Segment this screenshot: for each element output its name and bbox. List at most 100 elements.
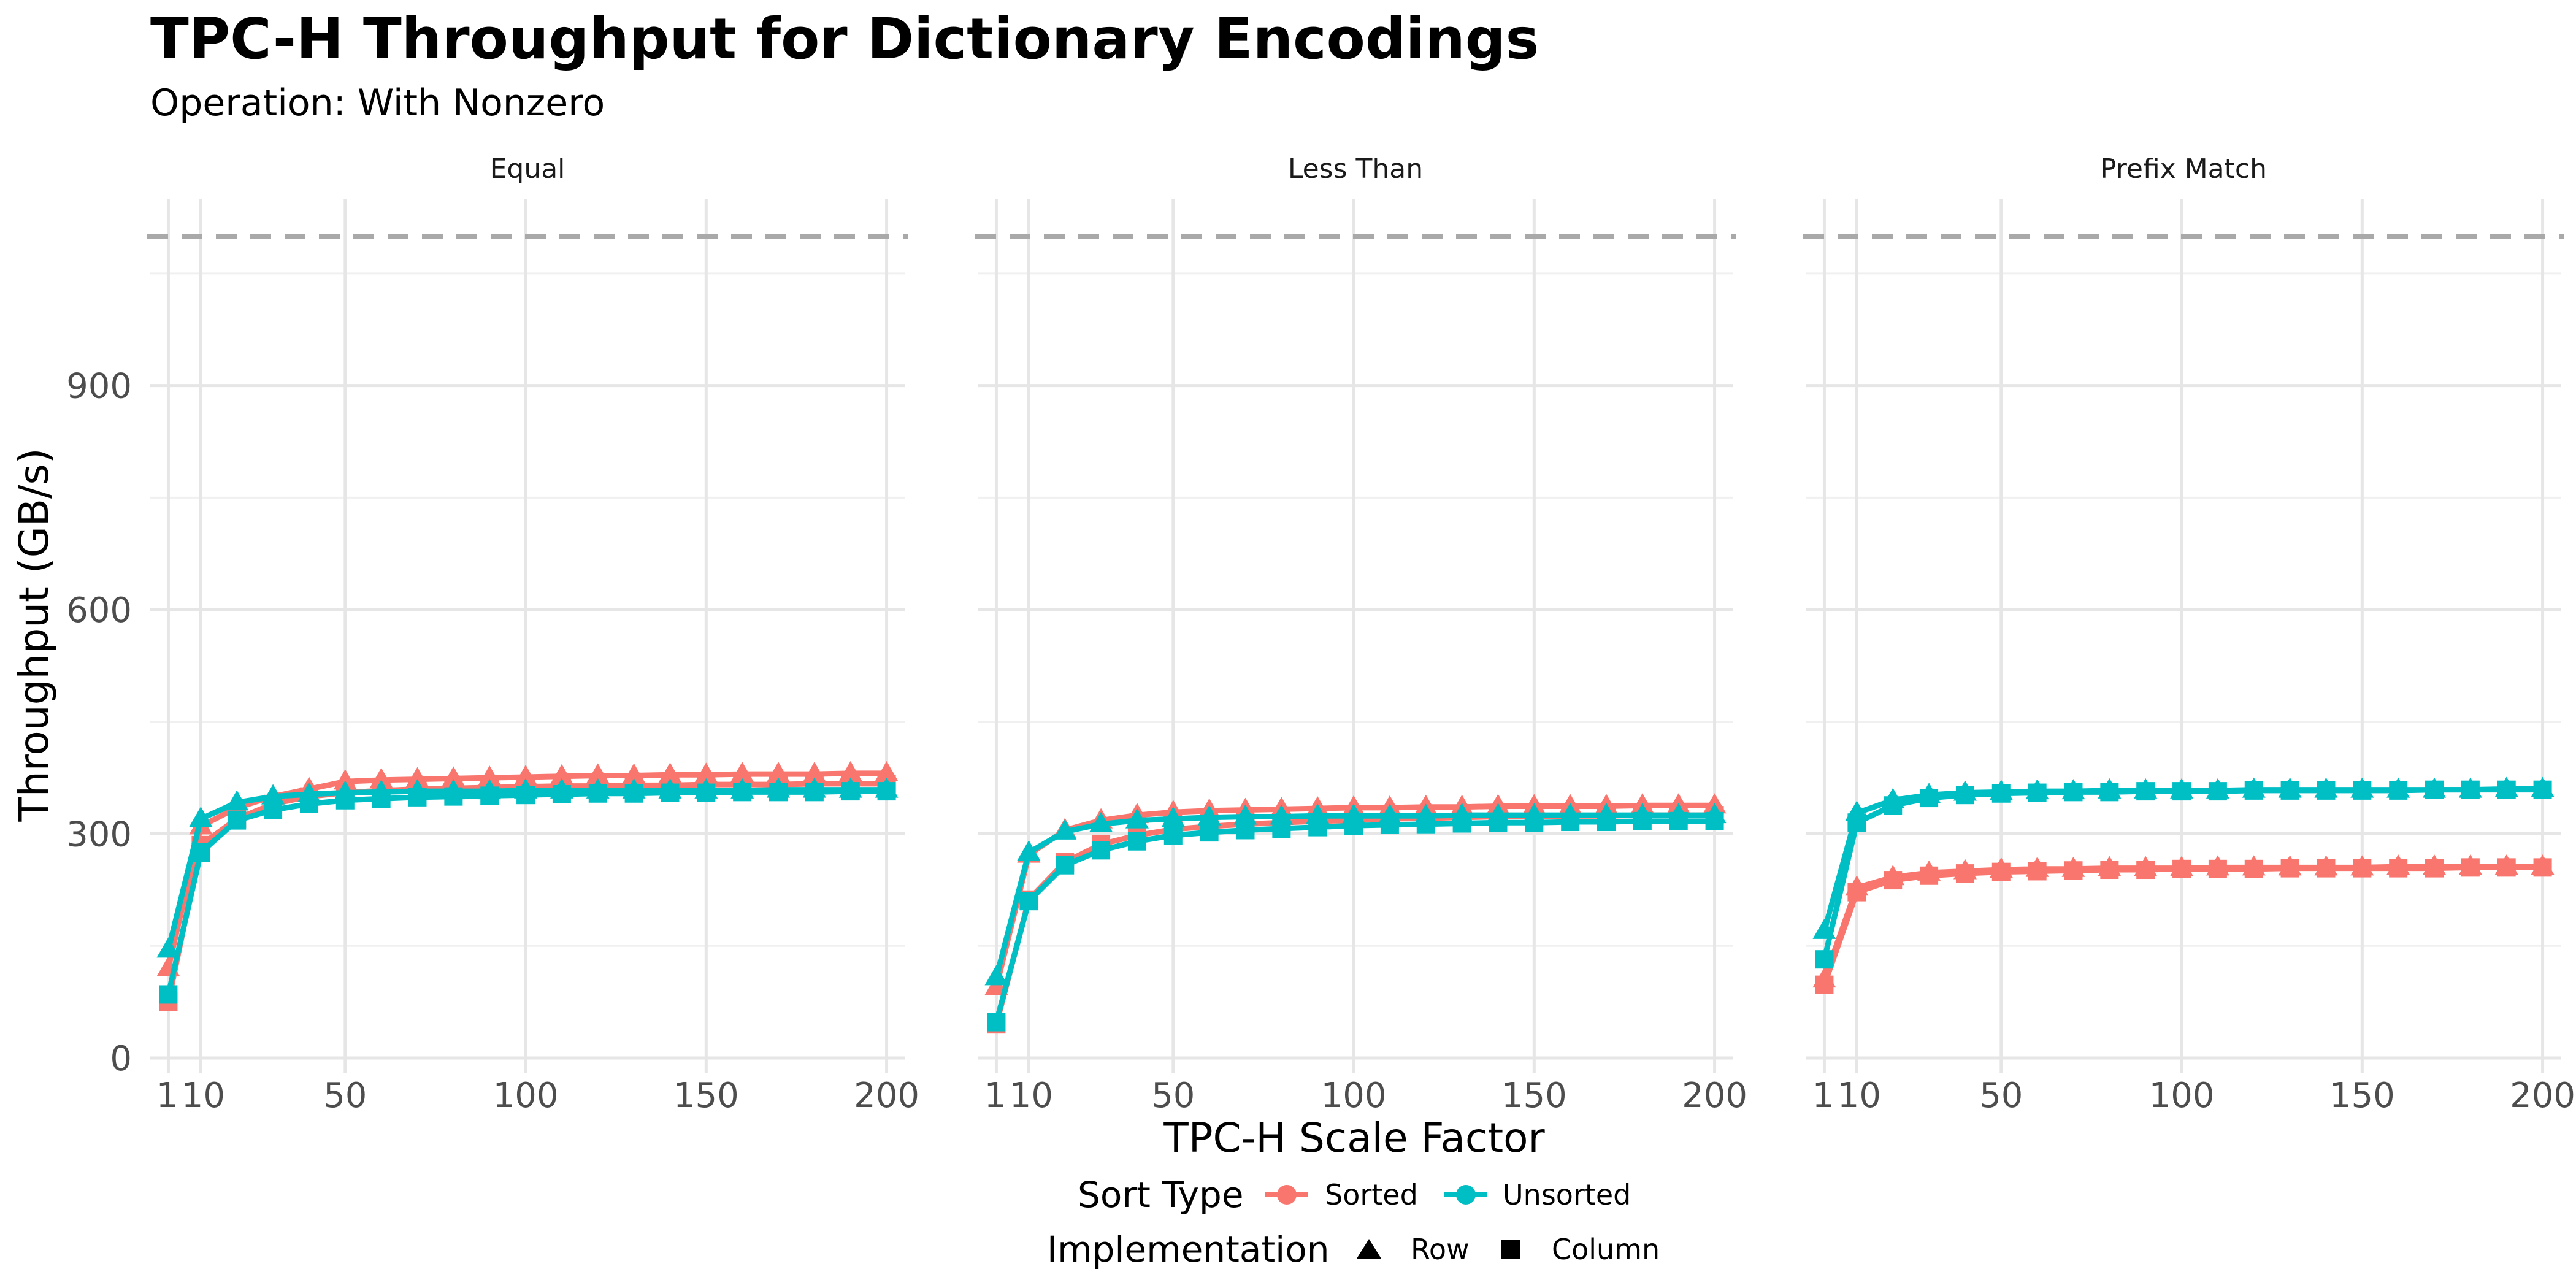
legend: Sort Type Sorted Unsorted Implementation… (1047, 1174, 1660, 1270)
data-point-square (697, 783, 716, 802)
panel-prefix-match: Prefix Match 1 10 50 100 150 200 (1803, 153, 2575, 1116)
data-point-square (2280, 859, 2299, 878)
facet-label: Equal (490, 153, 565, 185)
x-tick-label: 100 (1321, 1076, 1387, 1116)
legend-sorted-label: Sorted (1325, 1178, 1418, 1211)
data-point-square (1489, 813, 1508, 832)
data-point-square (2461, 858, 2480, 877)
legend-key-column-square (1501, 1240, 1520, 1259)
data-point-square (1884, 871, 1903, 890)
data-point-square (624, 784, 643, 803)
data-point-square (1380, 815, 1399, 834)
y-tick-label: 0 (110, 1039, 132, 1079)
data-point-square (1815, 975, 1834, 994)
data-point-square (1236, 821, 1255, 840)
data-point-square (2389, 859, 2408, 878)
data-point-square (2172, 859, 2191, 878)
legend-column-label: Column (1552, 1233, 1660, 1266)
data-point-square (264, 800, 283, 819)
x-tick-label: 100 (2149, 1076, 2215, 1116)
data-point-square (1669, 811, 1688, 830)
data-point-square (769, 783, 788, 802)
data-point-square (1633, 811, 1652, 830)
data-point-square (2425, 859, 2444, 878)
data-point-square (2136, 782, 2155, 801)
legend-key-unsorted-point (1456, 1185, 1476, 1205)
data-point-square (2317, 781, 2336, 800)
y-tick-label: 600 (66, 591, 132, 631)
chart-subtitle: Operation: With Nonzero (150, 82, 605, 125)
data-point-square (661, 783, 680, 802)
data-point-square (877, 782, 896, 801)
x-tick-label: 50 (1979, 1076, 2023, 1116)
data-point-triangle (189, 807, 213, 827)
x-tick-label: 200 (1682, 1076, 1747, 1116)
data-point-square (2280, 781, 2299, 800)
series-line (166, 788, 887, 995)
x-tick-label: 200 (2510, 1076, 2575, 1116)
series-unsorted-column (1815, 780, 2552, 969)
data-point-square (1452, 814, 1471, 833)
data-point-square (1847, 813, 1866, 832)
series-sorted-column (1815, 858, 2552, 994)
x-tick-label: 50 (323, 1076, 367, 1116)
facet-label: Prefix Match (2100, 153, 2267, 185)
x-tick-label: 50 (1151, 1076, 1195, 1116)
y-tick-label: 300 (66, 815, 132, 855)
data-point-square (1884, 796, 1903, 815)
data-point-square (516, 786, 535, 805)
data-point-square (2064, 783, 2083, 802)
data-point-square (408, 788, 427, 807)
x-tick-label: 1 (156, 1076, 178, 1116)
data-point-square (841, 782, 860, 801)
data-point-square (1955, 786, 1974, 805)
series-unsorted-column (159, 782, 896, 1004)
data-point-square (444, 787, 463, 806)
data-point-square (1019, 892, 1038, 911)
data-point-square (299, 794, 318, 813)
data-point-triangle (1197, 805, 1221, 826)
data-point-square (588, 784, 607, 803)
legend-impl-title: Implementation (1047, 1229, 1330, 1270)
x-tick-label: 150 (2329, 1076, 2395, 1116)
data-point-square (2244, 859, 2263, 878)
data-point-square (1092, 841, 1111, 860)
data-point-square (1200, 823, 1219, 842)
data-point-triangle (1125, 808, 1149, 829)
data-point-square (552, 784, 571, 803)
y-axis-title: Throughput (GB/s) (10, 448, 58, 822)
data-point-square (2461, 780, 2480, 799)
data-point-square (1416, 815, 1435, 834)
data-point-square (733, 783, 752, 802)
data-point-square (2028, 862, 2047, 881)
legend-key-sorted-point (1277, 1185, 1297, 1205)
data-point-square (805, 783, 824, 802)
x-tick-label: 10 (1838, 1076, 1881, 1116)
data-point-triangle (156, 937, 180, 958)
data-point-triangle (225, 790, 249, 811)
data-point-square (228, 811, 247, 830)
data-point-square (372, 789, 391, 808)
data-point-square (1920, 789, 1939, 808)
data-point-square (1920, 866, 1939, 885)
x-tick-label: 200 (854, 1076, 919, 1116)
legend-sort-title: Sort Type (1078, 1174, 1244, 1216)
x-tick-label: 150 (673, 1076, 739, 1116)
data-point-square (2497, 780, 2516, 799)
data-point-square (1597, 813, 1616, 832)
data-point-square (2353, 859, 2372, 878)
data-point-square (2172, 782, 2191, 801)
data-point-square (191, 843, 210, 862)
data-point-square (987, 1013, 1006, 1032)
data-point-triangle (1017, 840, 1041, 861)
data-point-square (159, 985, 178, 1004)
data-point-square (2028, 783, 2047, 802)
data-point-square (2353, 781, 2372, 800)
data-point-square (2100, 861, 2119, 880)
data-point-square (1991, 862, 2011, 881)
data-point-triangle (1161, 807, 1185, 827)
x-tick-label: 100 (493, 1076, 559, 1116)
legend-unsorted-label: Unsorted (1503, 1178, 1631, 1211)
data-point-triangle (1089, 811, 1113, 832)
